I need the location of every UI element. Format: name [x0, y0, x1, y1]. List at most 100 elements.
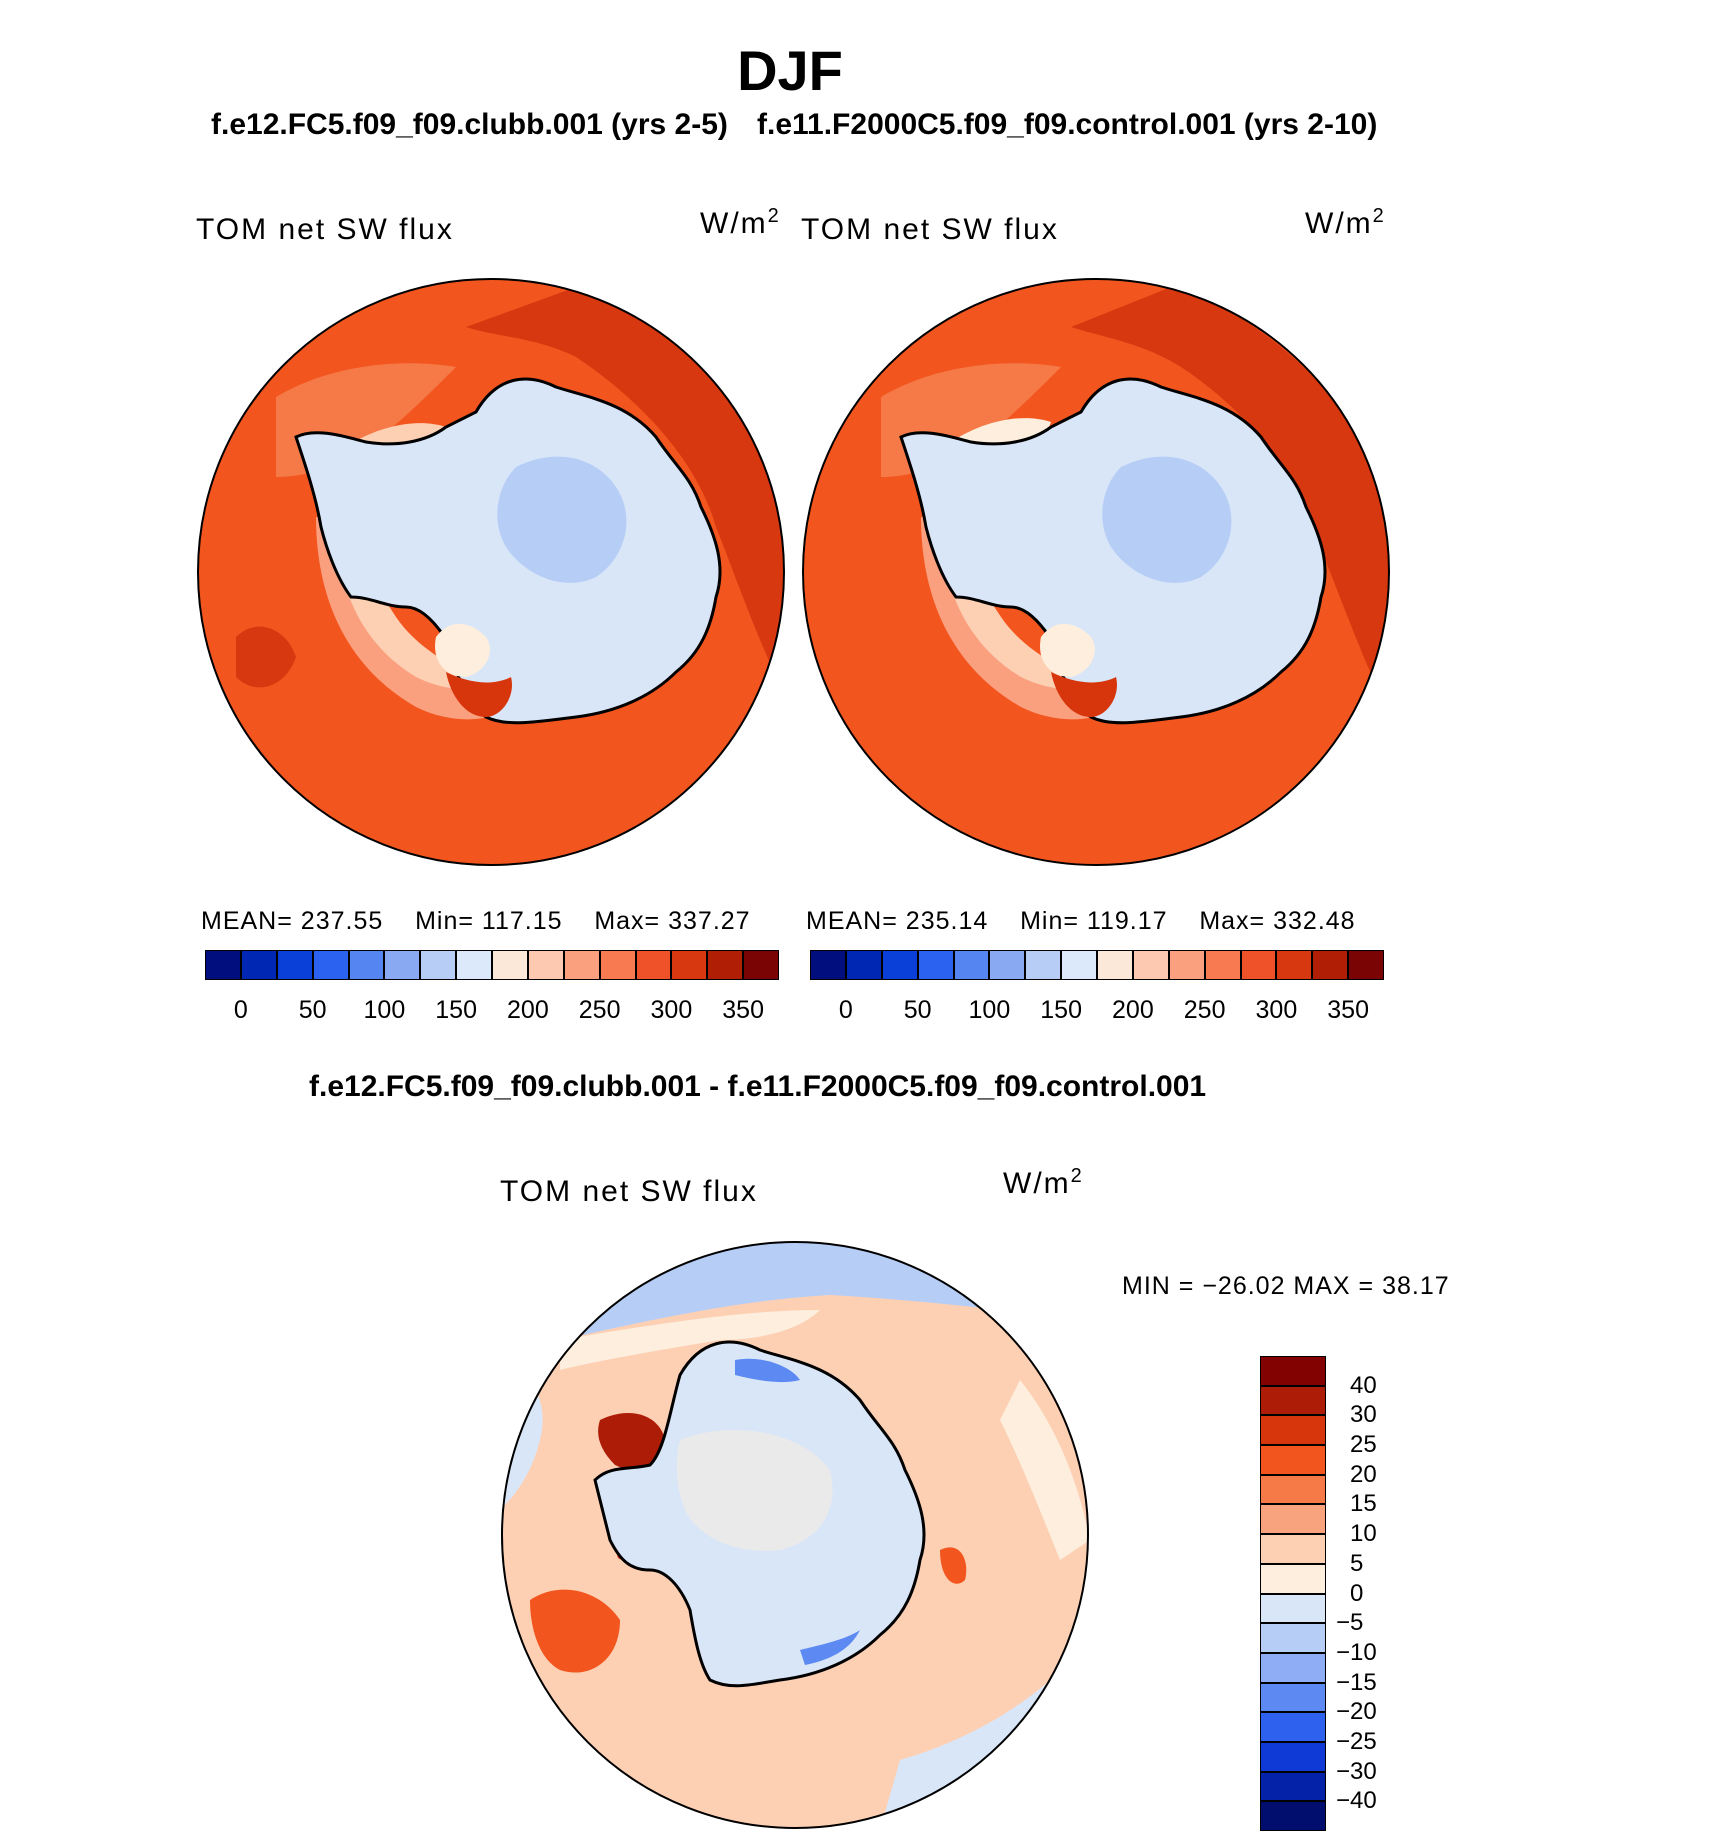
colorbar-2-segment	[917, 950, 954, 980]
colorbar-2-segment	[810, 950, 846, 980]
panel-2-variable-label: TOM net SW flux	[801, 213, 1059, 246]
difference-units: W/m2	[1003, 1165, 1084, 1200]
colorbar-1-segment	[276, 950, 313, 980]
colorbar-1-segment	[348, 950, 385, 980]
colorbar-1-tick-label: 200	[507, 996, 549, 1024]
colorbar-1-segment	[205, 950, 241, 980]
colorbar-difference-tick-label: −25	[1336, 1727, 1377, 1755]
panel-2-stats: MEAN= 235.14 Min= 119.17 Max= 332.48	[806, 907, 1356, 935]
colorbar-1-tick-label: 350	[722, 996, 764, 1024]
colorbar-1-tick-label: 300	[650, 996, 693, 1024]
antarctica-shape	[899, 377, 1327, 725]
map-boundary	[802, 278, 1390, 866]
colorbar-difference-tick-label: 25	[1350, 1431, 1377, 1459]
colorbar-1-tick-label: 250	[578, 996, 621, 1024]
colorbar-1-ticks: 0 50 100 150 200 250 300 350	[205, 996, 779, 1026]
colorbar-difference-tick-label: 0	[1350, 1579, 1364, 1607]
colorbar-2-segment	[845, 950, 882, 980]
colorbar-2-ticks: 0 50 100 150 200 250 300 350	[810, 996, 1384, 1026]
colorbar-1-segment	[312, 950, 349, 980]
colorbar-difference-segment	[1260, 1682, 1326, 1713]
colorbar-2-segment	[1204, 950, 1241, 980]
colorbar-difference-segment	[1260, 1801, 1326, 1831]
colorbar-2	[810, 950, 1384, 980]
colorbar-2-segment	[953, 950, 990, 980]
colorbar-difference-segment	[1260, 1534, 1326, 1564]
panel-1-case-title: f.e12.FC5.f09_f09.clubb.001 (yrs 2-5)	[211, 108, 728, 141]
colorbar-difference	[1260, 1356, 1326, 1831]
colorbar-2-tick-label: 50	[903, 996, 932, 1024]
panel-2-case-title: f.e11.F2000C5.f09_f09.control.001 (yrs 2…	[757, 108, 1378, 141]
colorbar-1-tick-label: 150	[435, 996, 477, 1024]
difference-minmax: MIN = −26.02 MAX = 38.17	[1122, 1272, 1450, 1300]
colorbar-2-segment	[1312, 950, 1349, 980]
colorbar-difference-tick-label: −30	[1336, 1757, 1377, 1785]
panel-2-units: W/m2	[1305, 205, 1386, 240]
colorbar-difference-segment	[1260, 1474, 1326, 1505]
colorbar-2-tick-label: 200	[1112, 996, 1154, 1024]
colorbar-2-tick-label: 250	[1183, 996, 1226, 1024]
colorbar-difference-tick-label: 10	[1350, 1520, 1377, 1548]
panel-1-stats: MEAN= 237.55 Min= 117.15 Max= 337.27	[201, 907, 751, 935]
colorbar-difference-segment	[1260, 1415, 1326, 1446]
colorbar-difference-segment	[1260, 1593, 1326, 1624]
colorbar-2-segment	[1348, 950, 1384, 980]
colorbar-1-segment	[384, 950, 421, 980]
colorbar-difference-tick-label: −15	[1336, 1668, 1377, 1696]
colorbar-2-tick-label: 350	[1327, 996, 1369, 1024]
colorbar-2-tick-label: 300	[1255, 996, 1298, 1024]
colorbar-difference-segment	[1260, 1741, 1326, 1772]
colorbar-difference-tick-label: 40	[1350, 1371, 1377, 1399]
colorbar-2-segment	[989, 950, 1026, 980]
map-boundary	[501, 1241, 1089, 1829]
colorbar-2-segment	[1061, 950, 1097, 980]
colorbar-1-segment	[420, 950, 457, 980]
colorbar-1-segment	[707, 950, 744, 980]
colorbar-1-segment	[671, 950, 708, 980]
colorbar-difference-segment	[1260, 1771, 1326, 1802]
colorbar-difference-segment	[1260, 1712, 1326, 1742]
panel-1-units: W/m2	[700, 205, 781, 240]
map-boundary	[197, 278, 785, 866]
colorbar-2-tick-label: 0	[838, 996, 853, 1024]
colorbar-1-tick-label: 100	[363, 996, 406, 1024]
season-title: DJF	[737, 39, 843, 102]
colorbar-2-segment	[1276, 950, 1313, 980]
colorbar-difference-segment	[1260, 1356, 1326, 1386]
colorbar-1-segment	[456, 950, 492, 980]
colorbar-1-segment	[563, 950, 600, 980]
colorbar-1	[205, 950, 779, 980]
colorbar-difference-segment	[1260, 1623, 1326, 1653]
colorbar-1-segment	[635, 950, 672, 980]
colorbar-difference-segment	[1260, 1652, 1326, 1683]
colorbar-1-segment	[492, 950, 528, 980]
antarctica-shape	[294, 377, 722, 725]
colorbar-1-segment	[240, 950, 277, 980]
colorbar-difference-tick-label: −5	[1336, 1609, 1364, 1637]
colorbar-difference-tick-label: 5	[1350, 1549, 1364, 1577]
colorbar-difference-segment	[1260, 1445, 1326, 1475]
colorbar-1-tick-label: 0	[233, 996, 248, 1024]
colorbar-2-segment	[881, 950, 918, 980]
map-panel-1	[197, 278, 785, 866]
colorbar-2-tick-label: 150	[1040, 996, 1082, 1024]
colorbar-difference-segment	[1260, 1504, 1326, 1535]
colorbar-1-segment	[527, 950, 564, 980]
colorbar-difference-segment	[1260, 1385, 1326, 1416]
colorbar-2-segment	[1097, 950, 1133, 980]
colorbar-difference-tick-label: −20	[1336, 1698, 1377, 1726]
colorbar-1-segment	[599, 950, 636, 980]
colorbar-1-tick-label: 50	[298, 996, 327, 1024]
difference-title: f.e12.FC5.f09_f09.clubb.001 - f.e11.F200…	[309, 1070, 1207, 1103]
colorbar-difference-tick-label: −10	[1336, 1638, 1377, 1666]
colorbar-difference-tick-label: −40	[1336, 1787, 1377, 1815]
colorbar-2-segment	[1240, 950, 1277, 980]
colorbar-difference-segment	[1260, 1563, 1326, 1594]
colorbar-2-tick-label: 100	[968, 996, 1011, 1024]
colorbar-difference-tick-label: 30	[1350, 1401, 1377, 1429]
colorbar-2-segment	[1025, 950, 1062, 980]
map-difference	[501, 1241, 1089, 1829]
colorbar-difference-tick-label: 15	[1350, 1490, 1377, 1518]
panel-1-variable-label: TOM net SW flux	[196, 213, 454, 246]
difference-variable-label: TOM net SW flux	[500, 1175, 758, 1208]
